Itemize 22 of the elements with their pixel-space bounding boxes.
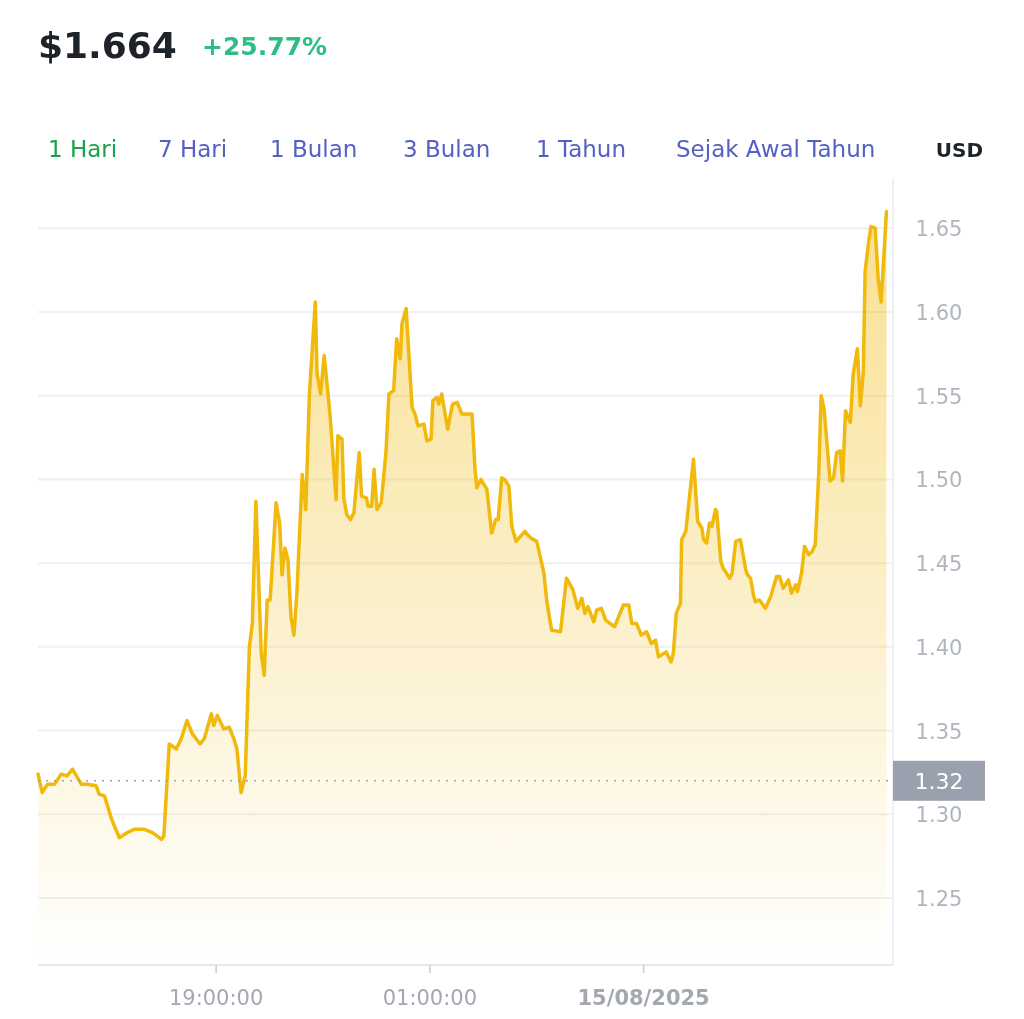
text: Sejak Awal Tahun: [676, 136, 876, 162]
text: 1 Hari: [48, 136, 118, 162]
y-tick-label: 1.55: [915, 384, 963, 409]
text: 1 Bulan: [270, 136, 358, 162]
text: 7 Hari: [158, 136, 228, 162]
chart-title: $1.664: [38, 25, 177, 66]
text: USD: [935, 138, 983, 162]
x-tick-label: 01:00:00: [382, 986, 478, 1010]
text: 1 Tahun: [536, 136, 627, 162]
y-tick-label: 1.50: [915, 468, 963, 493]
y-tick-label: 1.60: [915, 300, 963, 325]
y-tick-label: 1.35: [915, 719, 963, 744]
y-tick-label: 1.25: [915, 887, 963, 912]
x-tick-label: 19:00:00: [168, 986, 264, 1010]
y-tick-label: 1.65: [915, 217, 963, 242]
x-tick-label: 15/08/2025: [577, 986, 710, 1010]
y-tick-label: 1.45: [915, 552, 963, 577]
ref-line-label: 1.32: [914, 768, 964, 794]
y-tick-label: 1.40: [915, 635, 963, 660]
y-tick-label: 1.30: [915, 803, 963, 828]
text: 3 Bulan: [403, 136, 491, 162]
chart-subtitle: +25.77%: [202, 32, 328, 61]
